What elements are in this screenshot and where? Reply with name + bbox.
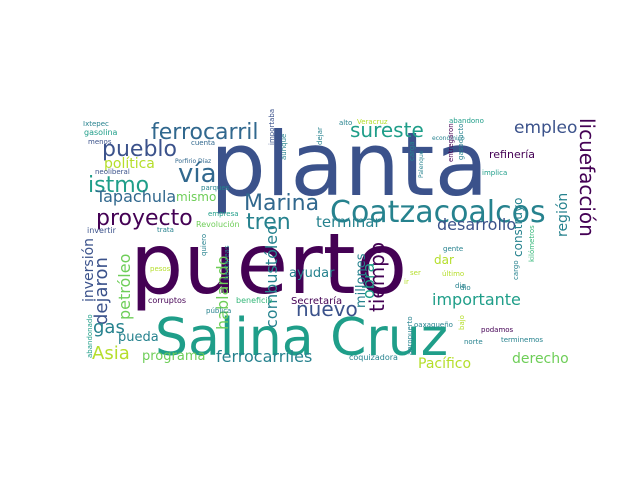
word-proyecto: proyecto [96,206,193,231]
word-palenque: Palenque [418,150,425,178]
word-abandono: abandono [449,117,484,125]
word-ir: ir [404,278,409,286]
word-istmo: istmo [88,173,149,198]
word-importaba: importaba [268,109,276,145]
word-combustóleo: combustóleo [262,225,281,328]
word-desarrollo: desarrollo [437,215,516,234]
word-abandonado: abandonado [86,314,94,358]
word-bajo: bajo [458,315,466,330]
word-empleo: empleo [514,118,577,138]
word-sureste: sureste [350,118,424,142]
word-planta: planta [210,113,488,216]
word-petróleo: petróleo [115,254,134,320]
word-carga: carga [408,141,416,161]
word-invertir: invertir [87,226,117,235]
word-gas: gas [93,317,125,338]
word-hablando: hablando [213,256,232,330]
word-tapachula: Tapachula [95,187,176,206]
word-implica: implica [482,169,507,177]
word-inversión: inversión [81,238,97,302]
word-cuenta: cuenta [191,139,215,147]
word-dejaron: dejaron [91,257,112,325]
word-gasolina: gasolina [84,128,118,137]
word-dar: dar [434,253,454,267]
word-ferrocarril: ferrocarril [151,120,258,145]
word-terminemos: terminemos [501,336,543,344]
word-puerto: puerto [130,215,407,313]
word-gente: gente [443,245,463,253]
word-podamos: podamos [481,326,514,334]
word-pesos: pesos [150,265,171,273]
word-importante: importante [432,290,521,309]
word-aeropuerto: aeropuerto [406,316,414,355]
word-vía: vía [178,159,217,189]
word-beneficio: beneficio [236,296,273,305]
word-empresa: empresa [208,210,239,218]
word-alto: alto [339,119,352,127]
word-veracruz: Veracruz [357,118,388,126]
word-tren: tren [246,210,291,235]
word-último: último [442,270,464,278]
word-coatzacoalcos: Coatzacoalcos [330,195,546,230]
word-hectáreas: hectáreas [223,245,231,280]
word-neoliberal: neoliberal [95,168,130,176]
word-cargo: cargo [512,260,520,280]
word-económico: económico [432,135,465,142]
word-tiempo: tiempo [365,242,389,312]
word-marina: Marina [244,191,319,216]
word-dio: dio [460,284,471,292]
word-pública: pública [206,307,231,315]
word-gasoducto: gasoducto [457,124,465,160]
word-menos: menos [88,138,112,146]
word-dejar: dejar [316,127,324,145]
word-licuefacción: licuefacción [575,118,599,237]
word-obra: obra [359,263,378,299]
word-derecho: derecho [512,351,569,367]
word-ayudar: ayudar [289,266,335,281]
word-dio: dio [455,282,466,290]
word-kilómetros: kilómetros [528,225,536,262]
word-región: región [555,193,571,237]
word-pacífico: Pacífico [418,356,471,372]
word-parques: parques [201,184,230,192]
word-salina-cruz: Salina Cruz [155,308,448,368]
word-asia: Asia [92,343,130,364]
word-ferrocarriles: ferrocarriles [216,347,312,366]
word-política: política [104,156,155,172]
word-oaxaqueño: oaxaqueño [414,321,453,329]
word-refinería: refinería [489,148,535,161]
word-revolución: Revolución [196,219,240,229]
word-millones: millones [354,253,369,308]
word-entregaron: entregaron [447,123,455,162]
word-coquizadora: coquizadora [349,353,398,362]
word-ser: ser [410,269,421,277]
word-trata: trata [157,226,174,234]
word-construyo: construyo [511,198,525,257]
word-secretaría: Secretaría [291,295,342,307]
word-pueblo: pueblo [102,137,177,162]
word-quiero: quiero [200,234,208,256]
word-nuevo: nuevo [296,297,358,321]
word-corruptos: corruptos [148,296,186,305]
word-ixtepec: Ixtepec [83,120,109,128]
word-terminar: terminar [316,213,381,231]
word-mismo: mismo [176,190,216,204]
word-norte: norte [464,338,483,346]
word-pueda: pueda [118,330,159,345]
word-programa: programa [142,349,205,364]
word-aunque: aunque [280,134,288,160]
word-porfirio-díaz: Porfirio Díaz [175,158,211,165]
